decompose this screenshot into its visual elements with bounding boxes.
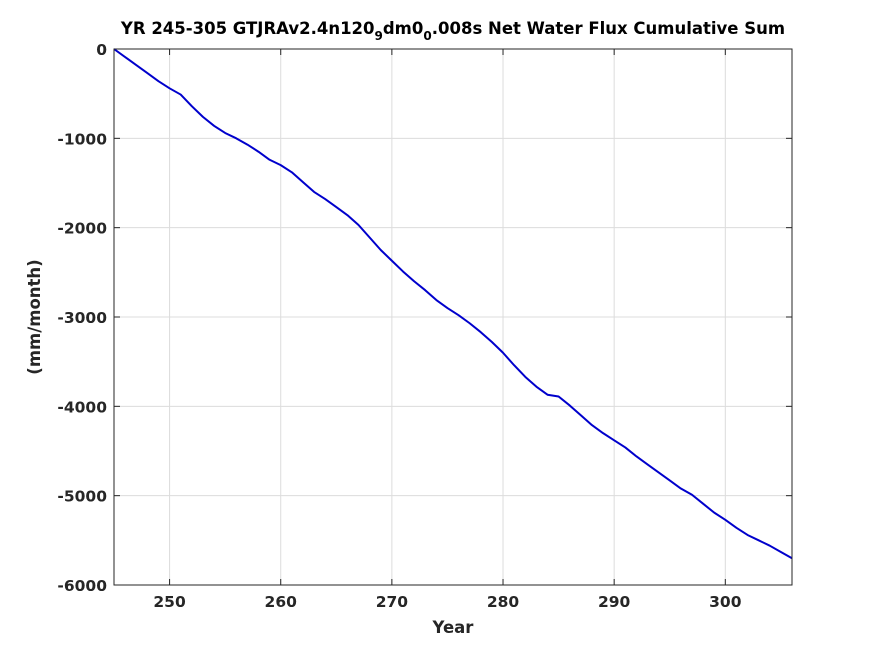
x-tick-label: 300 <box>709 593 742 611</box>
x-tick-label: 250 <box>153 593 186 611</box>
title-part-2: dm0 <box>383 19 424 38</box>
y-axis-label: (mm/month) <box>25 259 44 374</box>
y-tick-label: -6000 <box>57 577 107 595</box>
title-subscript-1: 9 <box>375 29 383 43</box>
x-tick-label: 280 <box>487 593 520 611</box>
x-tick-label: 290 <box>598 593 631 611</box>
x-tick-label: 270 <box>376 593 409 611</box>
title-subscript-2: 0 <box>423 29 431 43</box>
ticks: 250 260 270 280 290 300 0 -1000 -2000 -3000 -4000 -… <box>57 41 792 611</box>
y-tick-label: -4000 <box>57 398 107 416</box>
y-tick-label: -1000 <box>57 130 107 148</box>
title-part-3: .008s Net Water Flux Cumulative Sum <box>432 19 785 38</box>
y-tick-label: -3000 <box>57 309 107 327</box>
title-part-1: YR 245-305 GTJRAv2.4n120 <box>120 19 375 38</box>
chart-title: YR 245-305 GTJRAv2.4n1209dm00.008s Net W… <box>120 19 785 43</box>
y-tick-label: -5000 <box>57 488 107 506</box>
x-axis-label: Year <box>432 618 475 637</box>
y-tick-label: -2000 <box>57 220 107 238</box>
y-tick-label: 0 <box>96 41 107 59</box>
x-tick-label: 260 <box>265 593 298 611</box>
series-line <box>113 48 793 560</box>
grid <box>114 48 792 586</box>
series-layer <box>113 48 793 560</box>
